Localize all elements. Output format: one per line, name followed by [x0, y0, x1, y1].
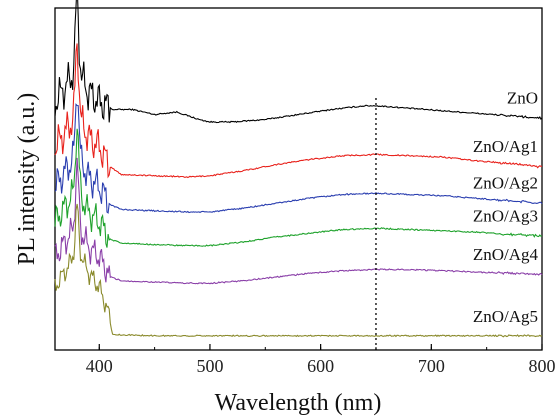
x-tick-label: 700	[418, 356, 445, 376]
x-tick-label: 800	[529, 356, 556, 376]
series-line-zno-ag4	[54, 157, 543, 285]
x-axis-ticks: 400 500 600 700 800	[86, 344, 556, 376]
x-tick-label: 600	[307, 356, 334, 376]
series-label-zno-ag5: ZnO/Ag5	[473, 307, 538, 326]
series-label-zno-ag4: ZnO/Ag4	[473, 245, 539, 264]
series-label-zno: ZnO	[507, 88, 538, 107]
series-labels: ZnO ZnO/Ag1 ZnO/Ag2 ZnO/Ag3 ZnO/Ag4 ZnO/Ag5	[473, 88, 539, 325]
series-layer	[54, 0, 543, 338]
series-line-zno-ag5	[54, 203, 543, 338]
plot-frame	[54, 7, 543, 351]
x-tick-label: 500	[196, 356, 223, 376]
series-line-zno	[54, 0, 543, 124]
series-line-zno-ag1	[54, 43, 542, 179]
y-axis-title: PL intensity (a.u.)	[14, 93, 40, 265]
series-label-zno-ag1: ZnO/Ag1	[473, 137, 538, 156]
x-axis-title: Wavelength (nm)	[215, 390, 382, 416]
series-line-zno-ag2	[54, 103, 543, 214]
series-line-zno-ag3	[54, 128, 543, 248]
series-label-zno-ag3: ZnO/Ag3	[473, 206, 538, 225]
series-label-zno-ag2: ZnO/Ag2	[473, 173, 538, 192]
x-tick-label: 400	[86, 356, 113, 376]
